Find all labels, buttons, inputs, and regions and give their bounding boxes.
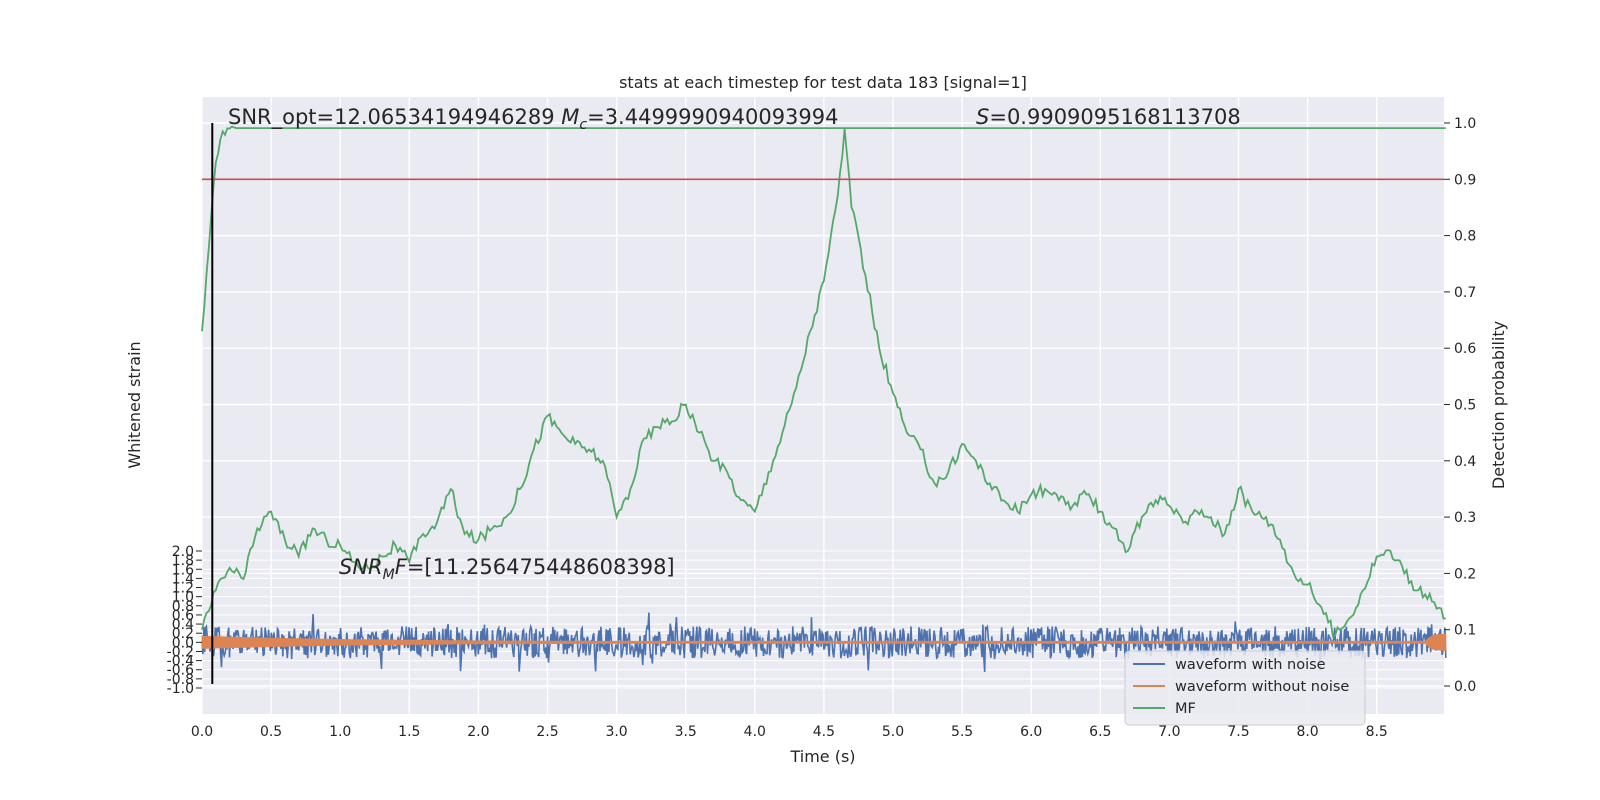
snr-mf-annotation: SNRMF=[11.256475448608398] — [339, 555, 675, 583]
y-right-tick-label: 0.7 — [1454, 285, 1476, 301]
x-tick-label: 6.5 — [1089, 724, 1111, 740]
y-left-tick-label: -0.8 — [167, 672, 194, 688]
y-right-tick-label: 0.1 — [1454, 623, 1476, 639]
series-mf — [201, 125, 1446, 332]
y-left-axis-ticks: -1.0-0.8-0.6-0.4-0.20.00.20.40.60.81.01.… — [167, 544, 202, 697]
s-value: =0.9909095168113708 — [989, 105, 1240, 129]
x-tick-label: 8.5 — [1366, 724, 1388, 740]
x-tick-label: 0.5 — [260, 724, 282, 740]
snr-opt-annotation: SNR_opt=12.06534194946289 Mc=3.449999094… — [228, 105, 839, 133]
snr-mf-value: =[11.256475448608398] — [407, 555, 675, 579]
y-left-tick-label: -0.4 — [167, 654, 194, 670]
x-tick-label: 2.5 — [536, 724, 558, 740]
x-tick-label: 7.0 — [1158, 724, 1180, 740]
mc-symbol: M — [561, 105, 579, 129]
y-left-axis-label: Whitened strain — [125, 341, 144, 468]
y-right-tick-label: 0.2 — [1454, 566, 1476, 582]
x-tick-label: 1.5 — [398, 724, 420, 740]
y-right-axis-label: Detection probability — [1489, 321, 1508, 489]
y-left-tick-label: 0.6 — [172, 608, 194, 624]
legend-box — [1124, 650, 1366, 726]
snr-mf-symbol: SNR — [339, 555, 383, 579]
series-waveform-without-noise — [201, 633, 1447, 652]
y-left-tick-label: 0.4 — [172, 617, 194, 633]
series-layer — [201, 125, 1447, 672]
y-right-tick-label: 0.3 — [1454, 510, 1476, 526]
s-symbol: S — [976, 105, 989, 129]
snr-mf-suffix: F — [395, 555, 408, 579]
y-right-tick-label: 0.5 — [1454, 398, 1476, 414]
legend-label-clean: waveform without noise — [1175, 679, 1349, 695]
grid — [201, 97, 1444, 714]
legend-label-mf: MF — [1175, 701, 1196, 717]
x-tick-label: 0.0 — [191, 724, 213, 740]
y-left-tick-label: -1.0 — [167, 681, 194, 697]
y-left-tick-label: 1.4 — [172, 571, 194, 587]
mc-value: =3.4499990940093994 — [587, 105, 838, 129]
y-left-tick-label: 1.6 — [172, 562, 194, 578]
x-tick-label: 4.0 — [744, 724, 766, 740]
legend-label-noise: waveform with noise — [1175, 657, 1326, 673]
left-strain-grid — [202, 550, 1444, 689]
s-annotation: S=0.9909095168113708 — [976, 105, 1241, 129]
x-tick-label: 6.0 — [1020, 724, 1042, 740]
series-mf-probability — [201, 128, 1446, 638]
series-waveform-with-noise — [201, 612, 1447, 672]
y-right-axis-ticks: 0.0 0.1 0.2 0.3 0.4 0.5 0.6 0.7 0.8 0.9 1.0 — [1444, 116, 1476, 695]
y-left-tick-label: 1.0 — [172, 590, 194, 606]
x-tick-label: 2.0 — [467, 724, 489, 740]
snr-mf-subscript: M — [383, 567, 395, 583]
y-left-tick-label: -0.6 — [167, 663, 194, 679]
x-tick-label: 3.0 — [605, 724, 627, 740]
y-left-tick-label: 0.2 — [172, 626, 194, 642]
legend: waveform with noise waveform without noi… — [1124, 650, 1366, 726]
x-tick-label: 8.0 — [1296, 724, 1318, 740]
x-tick-label: 4.5 — [813, 724, 835, 740]
y-left-tick-label: -0.2 — [167, 644, 194, 660]
plot-area — [202, 97, 1444, 714]
y-left-tick-label: 2.0 — [172, 544, 194, 560]
y-right-tick-label: 0.4 — [1454, 454, 1476, 470]
y-right-tick-label: 0.8 — [1454, 229, 1476, 245]
y-right-tick-label: 1.0 — [1454, 116, 1476, 132]
marks-layer — [202, 123, 1444, 684]
chart-title: stats at each timestep for test data 183… — [619, 73, 1027, 92]
snr-opt-text: SNR_opt=12.06534194946289 — [228, 105, 561, 130]
y-left-tick-label: 1.8 — [172, 553, 194, 569]
x-tick-label: 5.0 — [882, 724, 904, 740]
y-left-tick-label: 0.0 — [172, 635, 194, 651]
y-left-tick-label: 1.2 — [172, 581, 194, 597]
x-axis-ticks: 0.0 0.5 1.0 1.5 2.0 2.5 3.0 3.5 4.0 4.5 5.0 5.5 6.0 6… — [191, 724, 1388, 740]
y-right-tick-label: 0.0 — [1454, 679, 1476, 695]
y-right-tick-label: 0.6 — [1454, 341, 1476, 357]
mc-subscript: c — [579, 117, 587, 133]
x-tick-label: 1.0 — [329, 724, 351, 740]
x-tick-label: 5.5 — [951, 724, 973, 740]
x-tick-label: 7.5 — [1227, 724, 1249, 740]
x-axis-label: Time (s) — [789, 747, 855, 766]
y-left-tick-label: 0.8 — [172, 599, 194, 615]
x-tick-label: 3.5 — [675, 724, 697, 740]
y-right-tick-label: 0.9 — [1454, 172, 1476, 188]
